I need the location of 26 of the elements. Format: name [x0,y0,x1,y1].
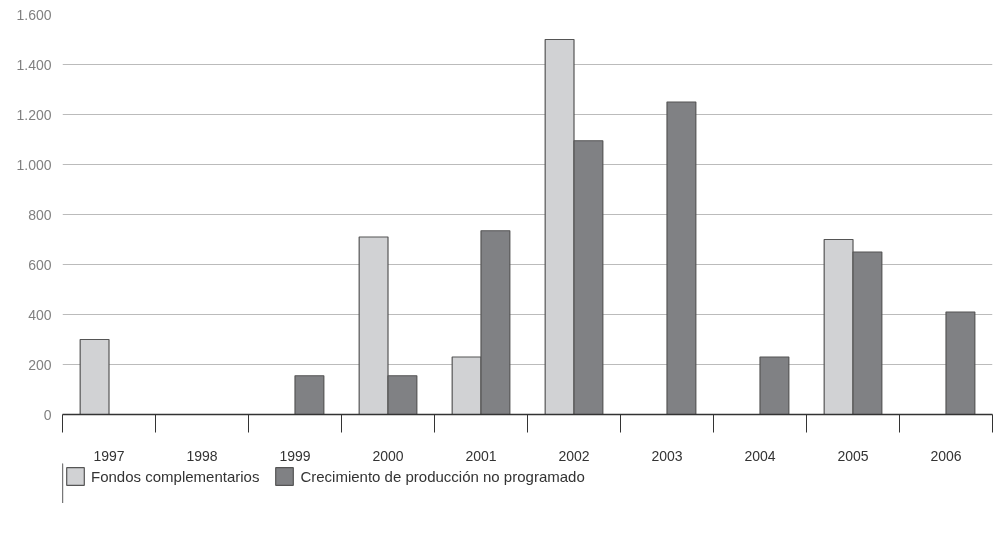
bar [294,375,325,415]
bar [945,311,976,415]
x-tick-label: 1998 [186,447,218,464]
bar [79,338,110,415]
y-tick-label: 0 [43,406,52,423]
x-tick-label: 2006 [930,447,962,464]
y-tick-label: 400 [28,306,52,323]
bar [759,356,790,415]
x-tick-label: 1999 [279,447,311,464]
y-tick-label: 1.600 [16,6,52,23]
y-tick-label: 1.200 [16,106,52,123]
y-tick-label: 600 [28,256,52,273]
x-tick-label: 2003 [651,447,683,464]
x-tick-label: 2004 [744,447,776,464]
x-tick-label: 2001 [465,447,497,464]
y-tick-label: 1.400 [16,56,52,73]
x-tick-label: 1997 [93,447,125,464]
y-tick-label: 800 [28,206,52,223]
bar [666,101,697,415]
y-tick-label: 1.000 [16,156,52,173]
legend-label: Fondos complementarios [91,467,260,485]
y-tick-label: 200 [28,356,52,373]
legend-label: Crecimiento de producción no programado [300,467,585,485]
x-tick-label: 2005 [837,447,869,464]
x-tick-label: 2002 [558,447,590,464]
x-tick-label: 2000 [372,447,404,464]
